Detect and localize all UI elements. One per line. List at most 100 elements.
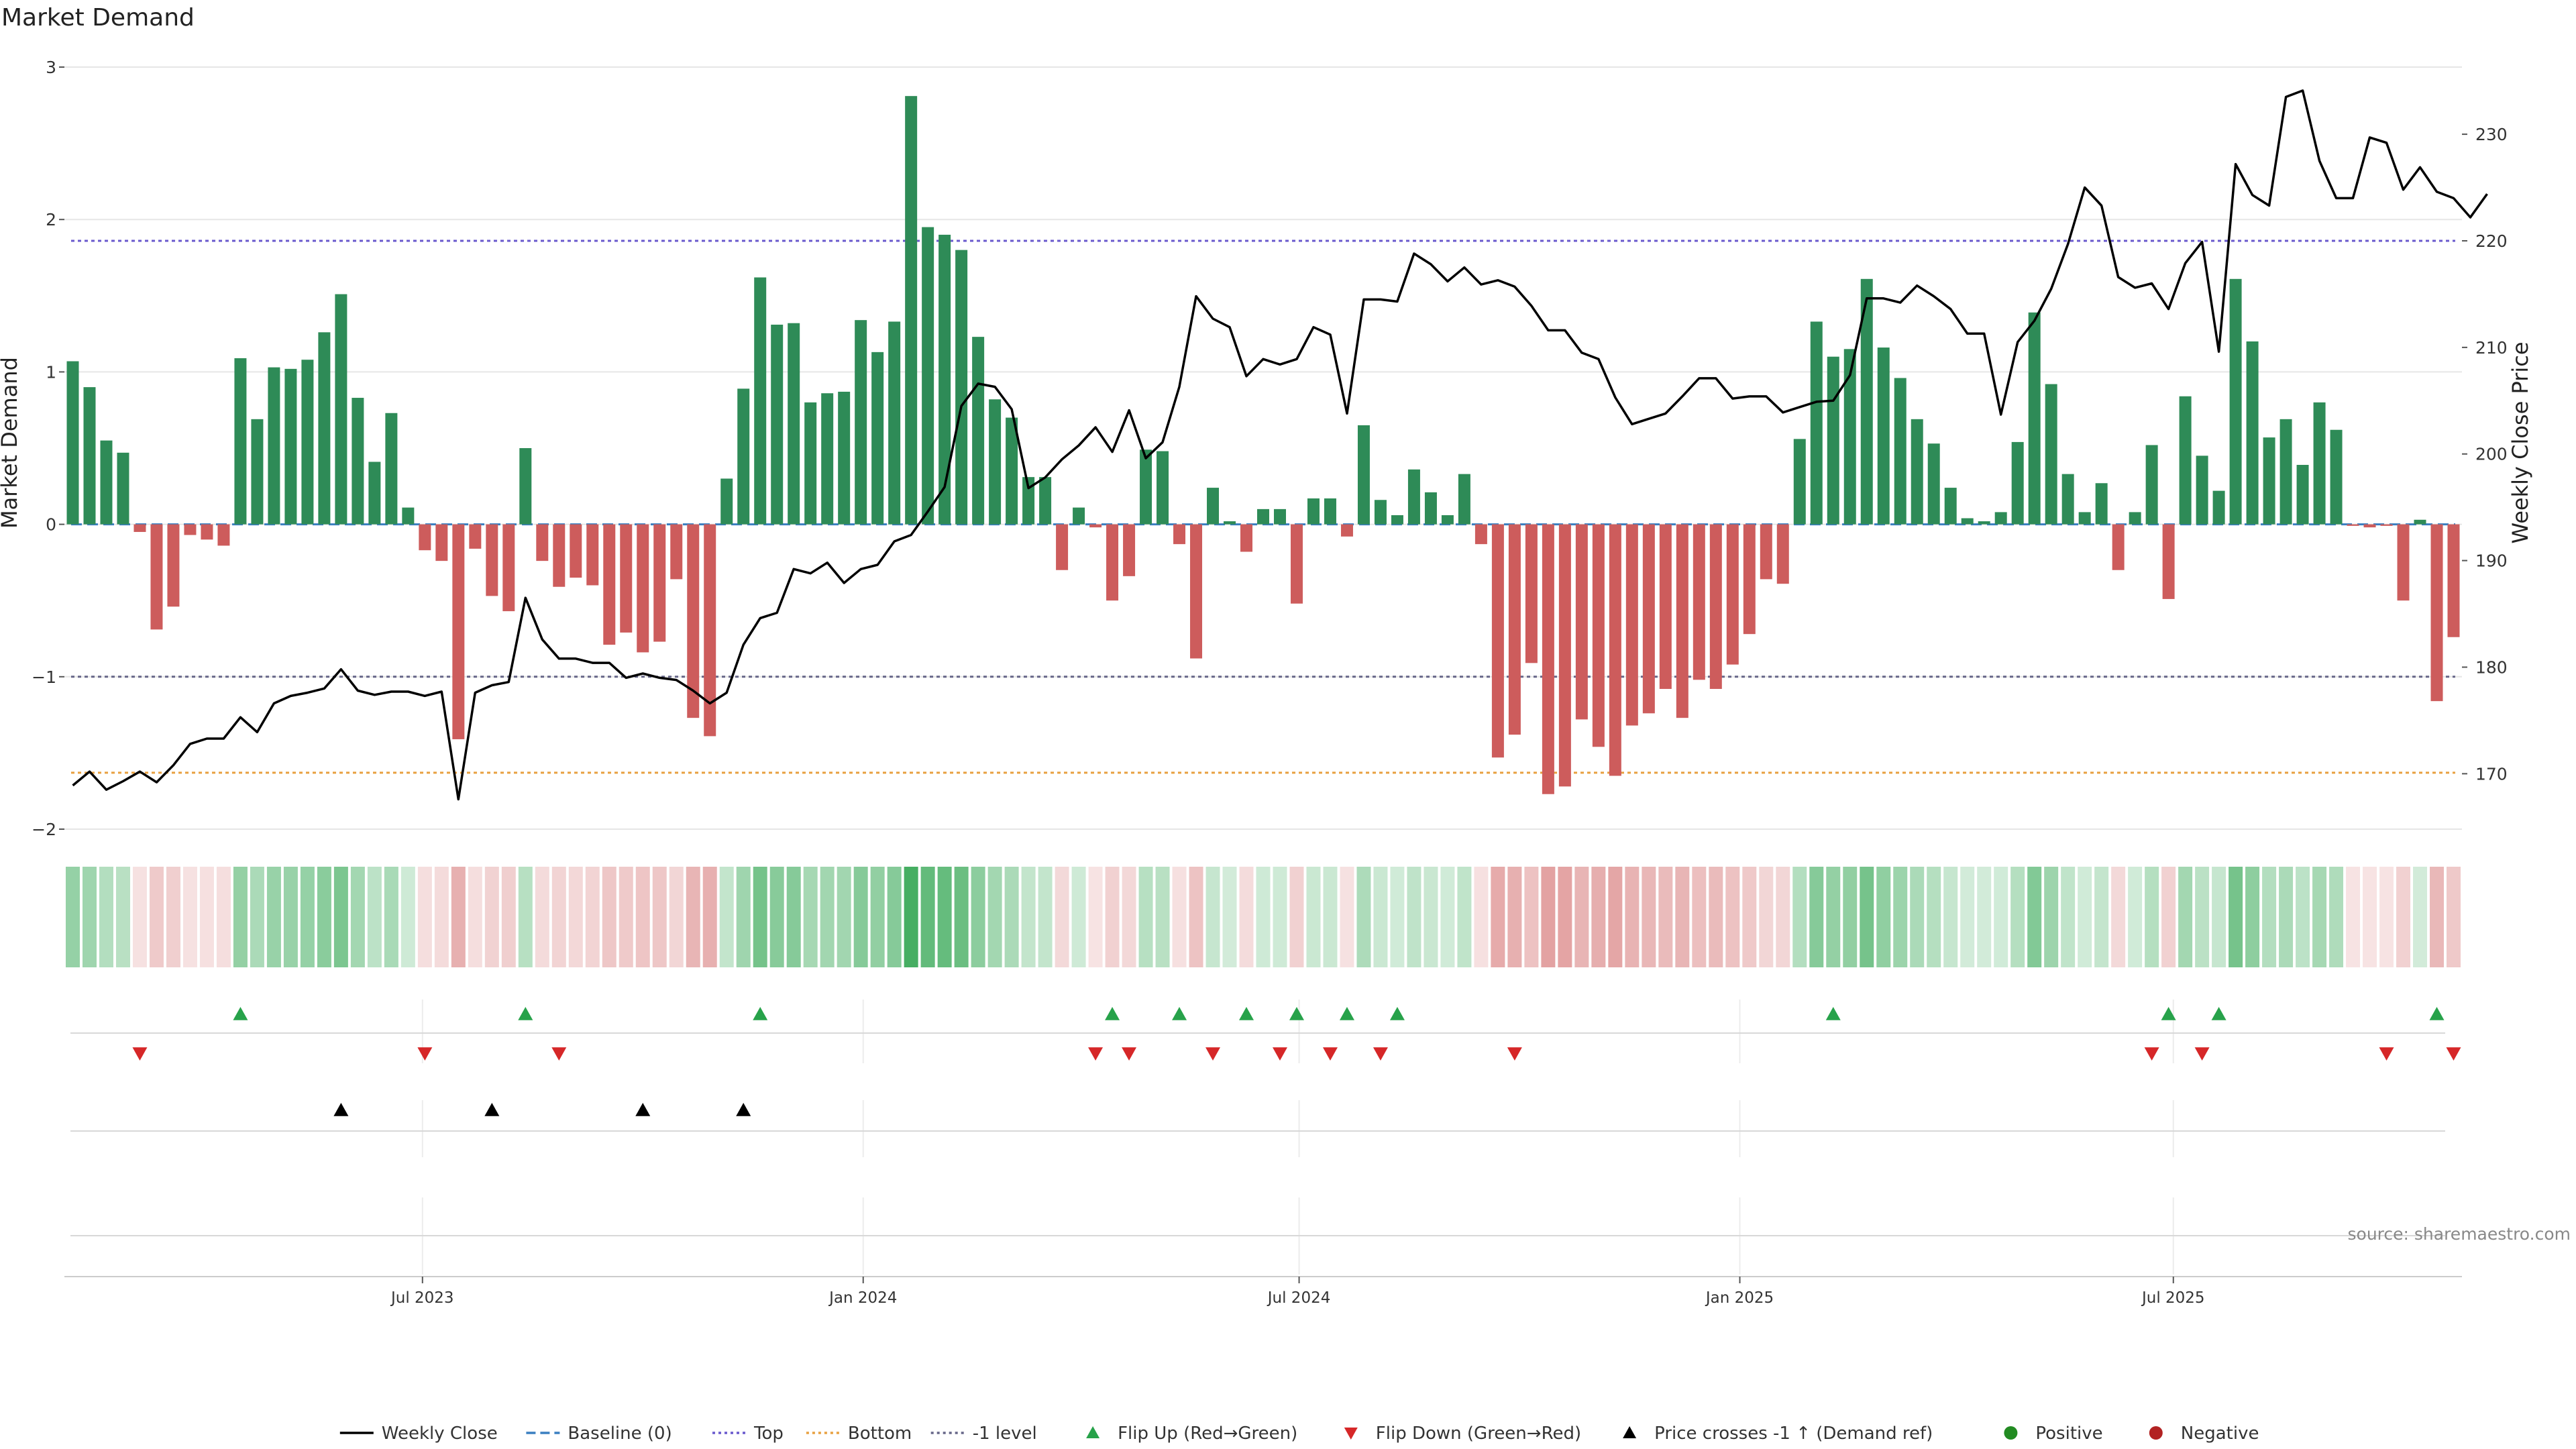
demand-bar (519, 448, 532, 525)
demand-bar (1123, 524, 1136, 576)
heat-cell (820, 867, 835, 967)
demand-bar (419, 524, 431, 551)
demand-bar (1022, 477, 1035, 525)
x-tick-label: Jul 2025 (2141, 1289, 2205, 1307)
demand-bar (1642, 524, 1655, 714)
heat-cell (2312, 867, 2327, 967)
heat-cell (1574, 867, 1589, 967)
triangle-down-marker (417, 1047, 433, 1061)
demand-bar (720, 478, 733, 525)
heat-cell (1491, 867, 1505, 967)
heat-cell (1524, 867, 1539, 967)
triangle-up-marker (1239, 1007, 1254, 1020)
demand-bar (385, 413, 398, 525)
demand-bar (1860, 278, 1873, 525)
demand-bar (435, 524, 448, 561)
heat-cell (920, 867, 935, 967)
demand-bar (704, 524, 716, 737)
demand-bar (83, 387, 96, 525)
heat-cell (1692, 867, 1707, 967)
heat-cell (1725, 867, 1740, 967)
demand-bar (1927, 443, 1940, 525)
left-tick-label: 1 (46, 362, 56, 382)
heat-cell (1424, 867, 1438, 967)
heat-cell (182, 867, 197, 967)
demand-bar (1911, 419, 1923, 525)
demand-bar (1994, 512, 2007, 525)
demand-bar (1693, 524, 1705, 680)
legend-triangle-up (1623, 1426, 1637, 1438)
demand-bar (1810, 321, 1823, 525)
heat-cell (317, 867, 331, 967)
demand-bar (469, 524, 482, 549)
triangle-down-marker (1373, 1047, 1388, 1061)
heat-cell (1642, 867, 1656, 967)
demand-bar (486, 524, 498, 596)
heat-cell (1658, 867, 1673, 967)
right-tick-label: 170 (2475, 764, 2508, 784)
demand-bar (938, 234, 951, 525)
demand-bar (234, 358, 247, 525)
heat-cell (870, 867, 885, 967)
heat-cell (1071, 867, 1086, 967)
demand-bar (553, 524, 566, 587)
demand-bar (2229, 278, 2242, 525)
heat-cell (904, 867, 918, 967)
demand-bar (368, 462, 381, 525)
heat-cell (619, 867, 633, 967)
triangle-up-marker (333, 1103, 349, 1116)
demand-bar (2045, 384, 2057, 525)
right-tick-label: 190 (2475, 551, 2508, 571)
heat-cell (954, 867, 969, 967)
heat-cell (350, 867, 365, 967)
triangle-up-marker (1172, 1007, 1187, 1020)
demand-bar (2296, 464, 2309, 525)
demand-bar (66, 361, 79, 525)
demand-bar (603, 524, 616, 645)
demand-bar (1525, 524, 1538, 663)
demand-bar (1224, 521, 1236, 525)
demand-bar (2162, 524, 2175, 599)
demand-bar (2061, 474, 2074, 525)
legend-item: Positive (2004, 1424, 2103, 1444)
legend-item: Top (712, 1424, 784, 1444)
heat-cell (1876, 867, 1891, 967)
demand-bar (620, 524, 633, 633)
demand-bar (1491, 524, 1504, 758)
heat-cell (132, 867, 147, 967)
demand-bar (1961, 518, 1974, 525)
demand-bar (1709, 524, 1722, 689)
heat-cell (1256, 867, 1271, 967)
heat-cell (2329, 867, 2344, 967)
demand-bar (653, 524, 666, 642)
heat-cell (1591, 867, 1606, 967)
heat-cell (1407, 867, 1421, 967)
heat-cell (1893, 867, 1908, 967)
demand-bar (2145, 445, 2158, 525)
demand-bar (804, 402, 817, 525)
heat-cell (434, 867, 449, 967)
demand-bar (905, 96, 918, 525)
heat-cell (1507, 867, 1522, 967)
heat-cell (1608, 867, 1623, 967)
heat-cell (2161, 867, 2176, 967)
demand-bar (117, 452, 129, 525)
triangle-up-marker (2429, 1007, 2445, 1020)
demand-bar (1609, 524, 1621, 776)
triangle-up-marker (233, 1007, 248, 1020)
demand-bar (1558, 524, 1571, 787)
demand-bar (2380, 524, 2393, 526)
demand-bar (2313, 402, 2326, 525)
demand-bar (536, 524, 549, 561)
demand-bar (100, 440, 113, 525)
heat-cell (1189, 867, 1203, 967)
demand-bar (2430, 524, 2443, 702)
heat-cell (686, 867, 700, 967)
demand-bar (1424, 492, 1437, 525)
triangle-up-marker (518, 1007, 533, 1020)
demand-bar (838, 391, 851, 525)
heat-cell (82, 867, 97, 967)
demand-bar (1508, 524, 1521, 735)
demand-bar (1978, 521, 1990, 525)
demand-bar (2112, 524, 2125, 570)
